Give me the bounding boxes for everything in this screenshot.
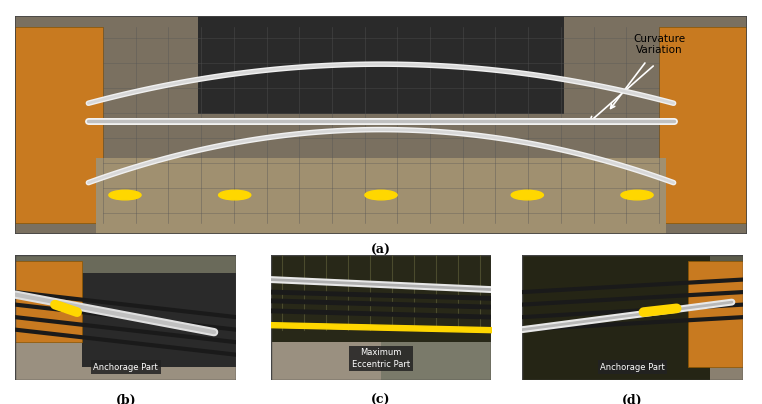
FancyBboxPatch shape	[522, 255, 743, 380]
Text: (a): (a)	[371, 244, 391, 257]
FancyBboxPatch shape	[522, 255, 710, 380]
Circle shape	[365, 190, 397, 200]
FancyBboxPatch shape	[271, 342, 381, 380]
FancyBboxPatch shape	[96, 158, 666, 234]
FancyBboxPatch shape	[15, 16, 747, 234]
Text: Anchorage Part: Anchorage Part	[94, 363, 158, 372]
Text: Anchorage Part: Anchorage Part	[600, 363, 664, 372]
FancyBboxPatch shape	[632, 336, 743, 380]
Circle shape	[219, 190, 251, 200]
Text: (d): (d)	[622, 394, 643, 404]
Circle shape	[511, 190, 543, 200]
Text: (b): (b)	[115, 394, 136, 404]
FancyBboxPatch shape	[198, 16, 564, 114]
Text: Maximum
Eccentric Part: Maximum Eccentric Part	[352, 348, 410, 369]
Circle shape	[621, 190, 653, 200]
FancyBboxPatch shape	[82, 274, 236, 367]
FancyBboxPatch shape	[271, 255, 491, 342]
FancyBboxPatch shape	[15, 255, 236, 380]
Text: Curvature
Variation: Curvature Variation	[610, 34, 685, 108]
Circle shape	[109, 190, 141, 200]
FancyBboxPatch shape	[659, 27, 747, 223]
FancyBboxPatch shape	[15, 261, 82, 342]
FancyBboxPatch shape	[15, 27, 103, 223]
FancyBboxPatch shape	[15, 323, 236, 380]
FancyBboxPatch shape	[688, 261, 743, 367]
FancyBboxPatch shape	[271, 255, 491, 380]
Text: (c): (c)	[371, 394, 391, 404]
